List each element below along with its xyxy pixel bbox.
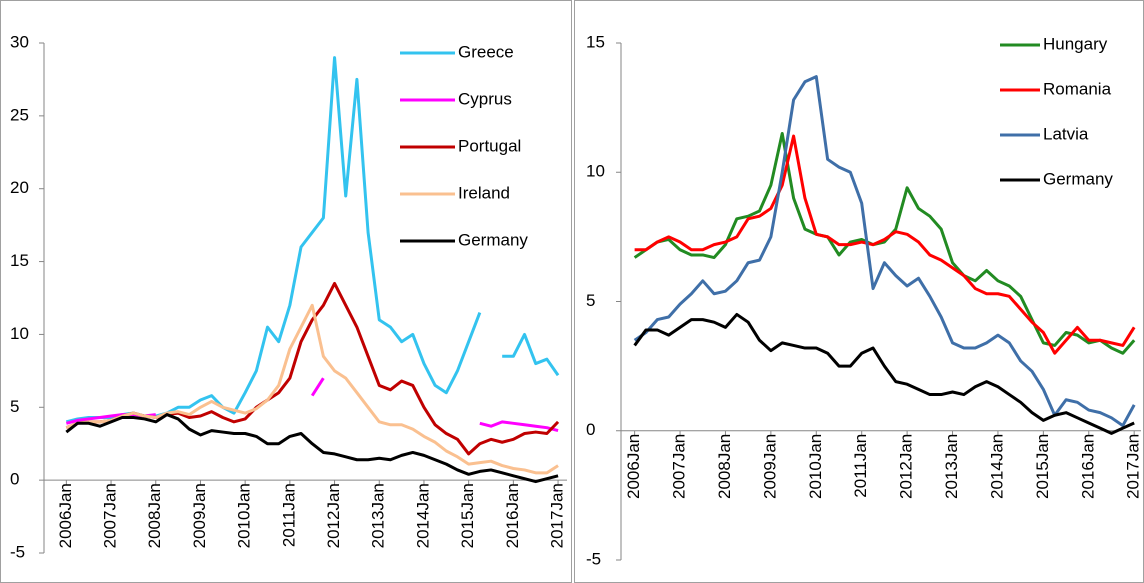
x-tick-label: 2008Jan [145,483,164,548]
y-tick-label: 5 [10,397,19,416]
y-tick-label: 0 [586,420,595,439]
y-tick-label: -5 [10,542,25,561]
x-tick-label: 2010Jan [806,434,825,499]
y-tick-label: 0 [10,470,19,489]
legend-label: Germany [1043,169,1113,188]
x-tick-label: 2013Jan [369,483,388,548]
x-tick-label: 2009Jan [760,434,779,499]
x-tick-label: 2015Jan [458,483,477,548]
legend-label: Portugal [458,136,521,155]
series-line [65,303,559,475]
legend-label: Hungary [1043,34,1108,53]
series-line [634,134,1136,355]
x-tick-label: 2012Jan [324,483,343,548]
x-tick-label: 2007Jan [101,483,120,548]
legend-label: Latvia [1043,124,1089,143]
x-tick-label: 2014Jan [413,483,432,548]
y-tick-label: 30 [10,32,29,51]
y-tick-label: -5 [586,549,601,568]
x-tick-label: 2009Jan [190,483,209,548]
y-tick-label: 5 [586,291,595,310]
y-tick-label: 25 [10,105,29,124]
legend-label: Romania [1043,79,1112,98]
x-tick-label: 2011Jan [851,434,870,498]
series-line [65,377,559,433]
x-tick-label: 2013Jan [942,434,961,499]
x-tick-label: 2012Jan [897,434,916,499]
x-tick-label: 2015Jan [1033,434,1052,499]
series-line [633,312,1135,435]
series-line [65,413,559,484]
y-tick-label: 10 [586,162,605,181]
x-tick-label: 2017Jan [548,483,567,548]
x-tick-label: 2008Jan [715,434,734,499]
x-tick-label: 2006Jan [56,483,75,548]
legend-label: Ireland [458,183,510,202]
y-tick-label: 10 [10,324,29,343]
x-tick-label: 2010Jan [235,483,254,548]
y-tick-label: 15 [10,251,29,270]
series-line [633,75,1136,428]
legend-label: Cyprus [458,89,512,108]
legend-label: Greece [458,42,514,61]
y-tick-label: 20 [10,178,29,197]
x-tick-label: 2011Jan [279,483,298,547]
x-tick-label: 2016Jan [503,483,522,548]
x-tick-label: 2014Jan [987,434,1006,499]
x-tick-label: 2017Jan [1124,434,1143,499]
legend-label: Germany [458,230,528,249]
x-tick-label: 2016Jan [1078,434,1097,499]
x-tick-label: 2006Jan [624,434,643,499]
x-tick-label: 2007Jan [670,434,689,499]
y-tick-label: 15 [586,32,605,51]
